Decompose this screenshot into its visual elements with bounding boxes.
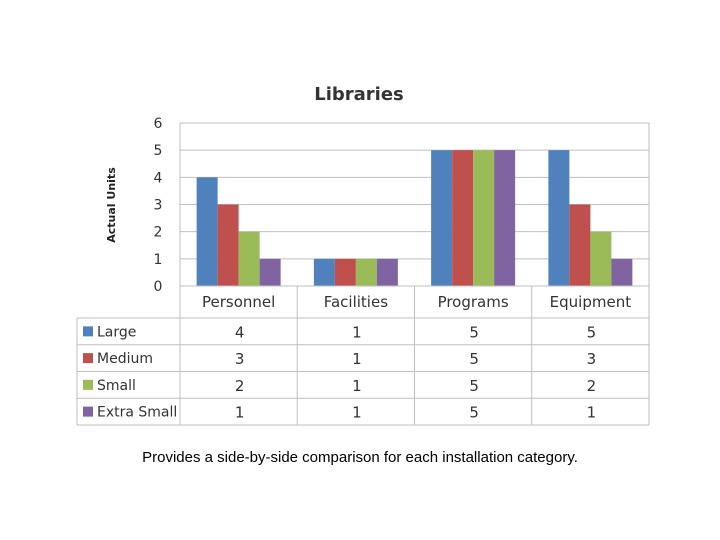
bar xyxy=(313,258,335,286)
data-table-value: 1 xyxy=(352,404,362,422)
y-tick-label: 2 xyxy=(154,225,163,241)
category-label: Facilities xyxy=(324,293,388,311)
y-tick-label: 1 xyxy=(154,252,163,268)
data-table-value: 1 xyxy=(352,377,362,395)
bar xyxy=(452,150,474,286)
bar xyxy=(355,258,377,286)
data-table-value: 1 xyxy=(352,350,362,368)
data-table-value: 3 xyxy=(235,350,245,368)
legend-label: Small xyxy=(97,378,136,394)
legend-swatch xyxy=(83,406,93,417)
y-tick-label: 0 xyxy=(154,279,163,295)
bar xyxy=(431,150,453,286)
bar xyxy=(259,258,281,286)
data-table-value: 4 xyxy=(235,323,245,341)
bar xyxy=(611,258,633,286)
y-tick-label: 5 xyxy=(154,143,163,159)
slide-caption: Provides a side-by-side comparison for e… xyxy=(142,449,578,466)
data-table-value: 3 xyxy=(587,350,597,368)
category-label: Programs xyxy=(438,293,509,311)
category-label: Equipment xyxy=(550,293,632,311)
y-tick-label: 3 xyxy=(154,198,163,214)
data-table: Personnel Facilities Programs Equipment Larg… xyxy=(76,285,650,426)
data-table-value: 5 xyxy=(469,404,479,422)
data-table-value: 5 xyxy=(469,323,479,341)
data-table-value: 5 xyxy=(587,323,597,341)
legend-label: Medium xyxy=(97,351,153,367)
chart-title: Libraries xyxy=(314,84,404,105)
bar xyxy=(217,204,239,286)
data-table-value: 1 xyxy=(235,404,245,422)
data-table-value: 5 xyxy=(469,377,479,395)
legend-label: Extra Small xyxy=(97,405,177,421)
category-label: Personnel xyxy=(202,293,275,311)
data-table-value: 2 xyxy=(587,377,597,395)
data-table-value: 2 xyxy=(235,377,245,395)
legend-swatch xyxy=(83,326,93,337)
y-axis-label: Actual Units xyxy=(105,167,118,243)
bar xyxy=(590,231,612,286)
data-table-value: 1 xyxy=(587,404,597,422)
legend-label: Large xyxy=(97,324,136,340)
bar xyxy=(196,177,218,286)
bar xyxy=(569,204,591,286)
y-tick-label: 4 xyxy=(154,170,163,186)
data-table-value: 5 xyxy=(469,350,479,368)
legend-swatch xyxy=(83,379,93,390)
bar xyxy=(473,150,495,286)
bar xyxy=(376,258,398,286)
bar xyxy=(494,150,516,286)
bar xyxy=(238,231,260,286)
legend-swatch xyxy=(83,353,93,364)
data-table-value: 1 xyxy=(352,323,362,341)
bar xyxy=(548,150,570,286)
bars xyxy=(196,150,633,286)
bar xyxy=(334,258,356,286)
y-tick-label: 6 xyxy=(154,116,163,132)
